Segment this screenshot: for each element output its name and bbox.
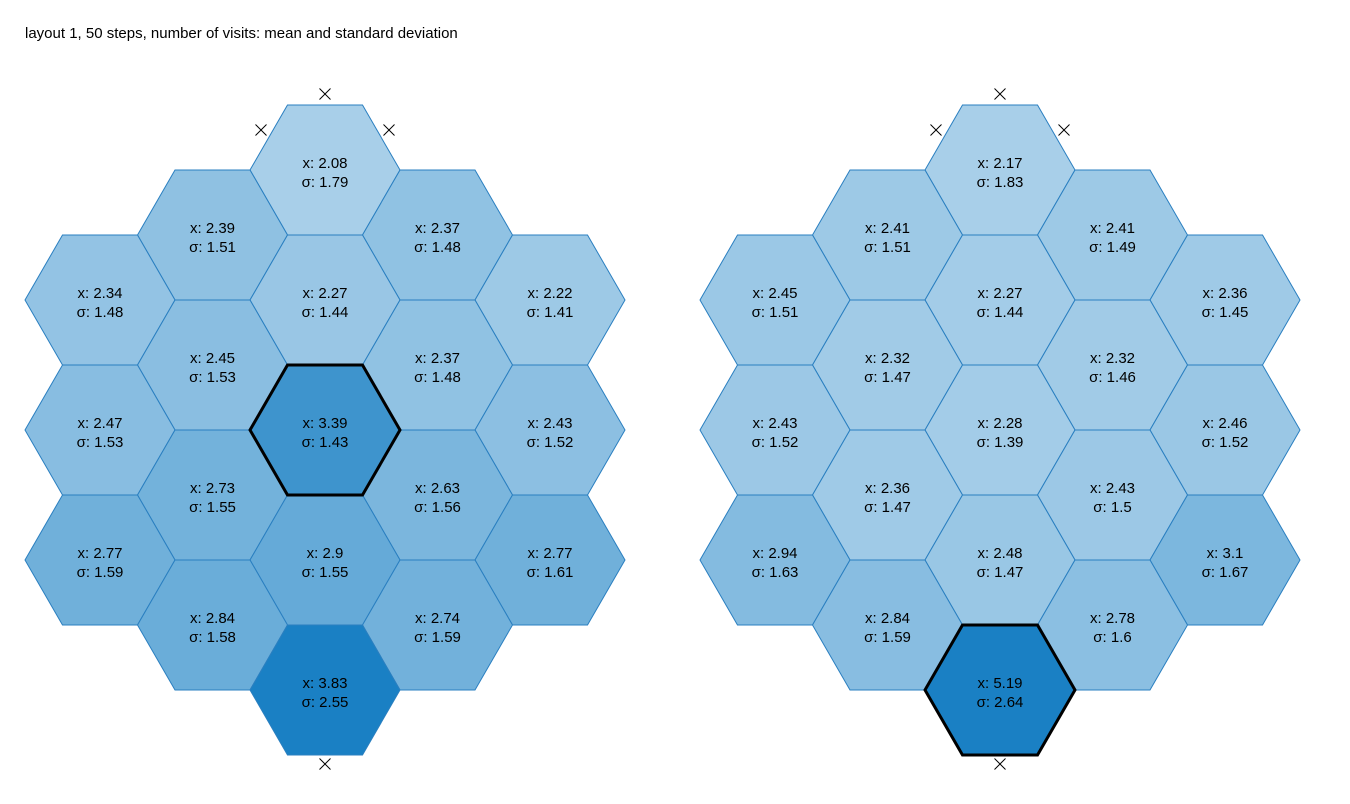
cell-std-label: σ: 1.55 <box>302 564 349 581</box>
cell-std-label: σ: 1.5 <box>1093 499 1131 516</box>
cell-mean-label: x: 3.83 <box>302 675 347 692</box>
cell-std-label: σ: 1.45 <box>1202 304 1249 321</box>
cell-std-label: σ: 1.51 <box>752 304 799 321</box>
cell-mean-label: x: 2.77 <box>527 545 572 562</box>
cell-std-label: σ: 1.51 <box>189 239 236 256</box>
cell-mean-label: x: 2.46 <box>1202 415 1247 432</box>
cell-mean-label: x: 2.77 <box>77 545 122 562</box>
cell-mean-label: x: 2.39 <box>190 220 235 237</box>
cell-mean-label: x: 2.27 <box>977 285 1022 302</box>
cell-std-label: σ: 1.48 <box>77 304 124 321</box>
marker-x-top-right <box>383 124 395 136</box>
cell-mean-label: x: 2.43 <box>1090 480 1135 497</box>
cell-std-label: σ: 1.59 <box>864 629 911 646</box>
cell-std-label: σ: 1.44 <box>977 304 1024 321</box>
cell-std-label: σ: 1.48 <box>414 239 461 256</box>
cell-mean-label: x: 2.84 <box>190 610 235 627</box>
cell-std-label: σ: 1.48 <box>414 369 461 386</box>
cell-std-label: σ: 1.44 <box>302 304 349 321</box>
marker-x-top <box>319 88 331 100</box>
cell-std-label: σ: 1.49 <box>1089 239 1136 256</box>
cell-std-label: σ: 1.55 <box>189 499 236 516</box>
cell-std-label: σ: 1.63 <box>752 564 799 581</box>
cell-std-label: σ: 1.43 <box>302 434 349 451</box>
cell-std-label: σ: 2.64 <box>977 694 1024 711</box>
cell-std-label: σ: 1.52 <box>752 434 799 451</box>
cell-mean-label: x: 2.43 <box>752 415 797 432</box>
marker-x-top-left <box>255 124 267 136</box>
cell-mean-label: x: 2.45 <box>752 285 797 302</box>
cell-std-label: σ: 1.58 <box>189 629 236 646</box>
cell-std-label: σ: 1.46 <box>1089 369 1136 386</box>
cell-mean-label: x: 2.78 <box>1090 610 1135 627</box>
hex-cell <box>249 624 401 756</box>
cell-std-label: σ: 1.51 <box>864 239 911 256</box>
cell-mean-label: x: 2.32 <box>865 350 910 367</box>
cell-mean-label: x: 2.27 <box>302 285 347 302</box>
cell-mean-label: x: 2.37 <box>415 220 460 237</box>
cell-std-label: σ: 1.47 <box>864 499 911 516</box>
cell-mean-label: x: 2.48 <box>977 545 1022 562</box>
marker-x-top-left <box>930 124 942 136</box>
cell-mean-label: x: 2.74 <box>415 610 460 627</box>
cell-std-label: σ: 1.79 <box>302 174 349 191</box>
highlighted-cell-outline <box>923 623 1077 757</box>
cell-mean-label: x: 3.1 <box>1207 545 1244 562</box>
cell-mean-label: x: 2.73 <box>190 480 235 497</box>
cell-mean-label: x: 2.22 <box>527 285 572 302</box>
cell-std-label: σ: 1.59 <box>77 564 124 581</box>
cell-mean-label: x: 2.84 <box>865 610 910 627</box>
cell-std-label: σ: 1.52 <box>527 434 574 451</box>
cell-mean-label: x: 3.39 <box>302 415 347 432</box>
cell-mean-label: x: 5.19 <box>977 675 1022 692</box>
cell-mean-label: x: 2.43 <box>527 415 572 432</box>
marker-x-bottom <box>319 758 331 770</box>
cell-mean-label: x: 2.94 <box>752 545 797 562</box>
cell-std-label: σ: 1.56 <box>414 499 461 516</box>
cell-std-label: σ: 1.67 <box>1202 564 1249 581</box>
cell-mean-label: x: 2.34 <box>77 285 122 302</box>
cell-std-label: σ: 1.47 <box>977 564 1024 581</box>
cell-mean-label: x: 2.28 <box>977 415 1022 432</box>
cell-mean-label: x: 2.37 <box>415 350 460 367</box>
board-2: x: 2.17 σ: 1.83 x: 2.41 σ: 1.51 x: 2.41 σ: 1.… <box>699 88 1301 770</box>
cell-mean-label: x: 2.36 <box>865 480 910 497</box>
cell-std-label: σ: 1.59 <box>414 629 461 646</box>
cell-mean-label: x: 2.41 <box>1090 220 1135 237</box>
cell-mean-label: x: 2.36 <box>1202 285 1247 302</box>
cell-std-label: σ: 1.61 <box>527 564 574 581</box>
cell-mean-label: x: 2.63 <box>415 480 460 497</box>
cell-mean-label: x: 2.08 <box>302 155 347 172</box>
cell-std-label: σ: 1.53 <box>77 434 124 451</box>
cell-mean-label: x: 2.9 <box>307 545 344 562</box>
marker-x-bottom <box>994 758 1006 770</box>
cell-std-label: σ: 1.83 <box>977 174 1024 191</box>
cell-std-label: σ: 2.55 <box>302 694 349 711</box>
highlighted-cell-outline <box>248 363 402 497</box>
cell-mean-label: x: 2.32 <box>1090 350 1135 367</box>
marker-x-top-right <box>1058 124 1070 136</box>
cell-std-label: σ: 1.52 <box>1202 434 1249 451</box>
cell-std-label: σ: 1.47 <box>864 369 911 386</box>
cell-mean-label: x: 2.47 <box>77 415 122 432</box>
cell-mean-label: x: 2.41 <box>865 220 910 237</box>
cell-std-label: σ: 1.39 <box>977 434 1024 451</box>
cell-std-label: σ: 1.53 <box>189 369 236 386</box>
marker-x-top <box>994 88 1006 100</box>
board-1: x: 2.08 σ: 1.79 x: 2.39 σ: 1.51 x: 2.37 σ: 1.… <box>24 88 626 770</box>
cell-mean-label: x: 2.17 <box>977 155 1022 172</box>
cell-std-label: σ: 1.6 <box>1093 629 1131 646</box>
chart-title: layout 1, 50 steps, number of visits: me… <box>25 25 458 42</box>
cell-std-label: σ: 1.41 <box>527 304 574 321</box>
cell-mean-label: x: 2.45 <box>190 350 235 367</box>
